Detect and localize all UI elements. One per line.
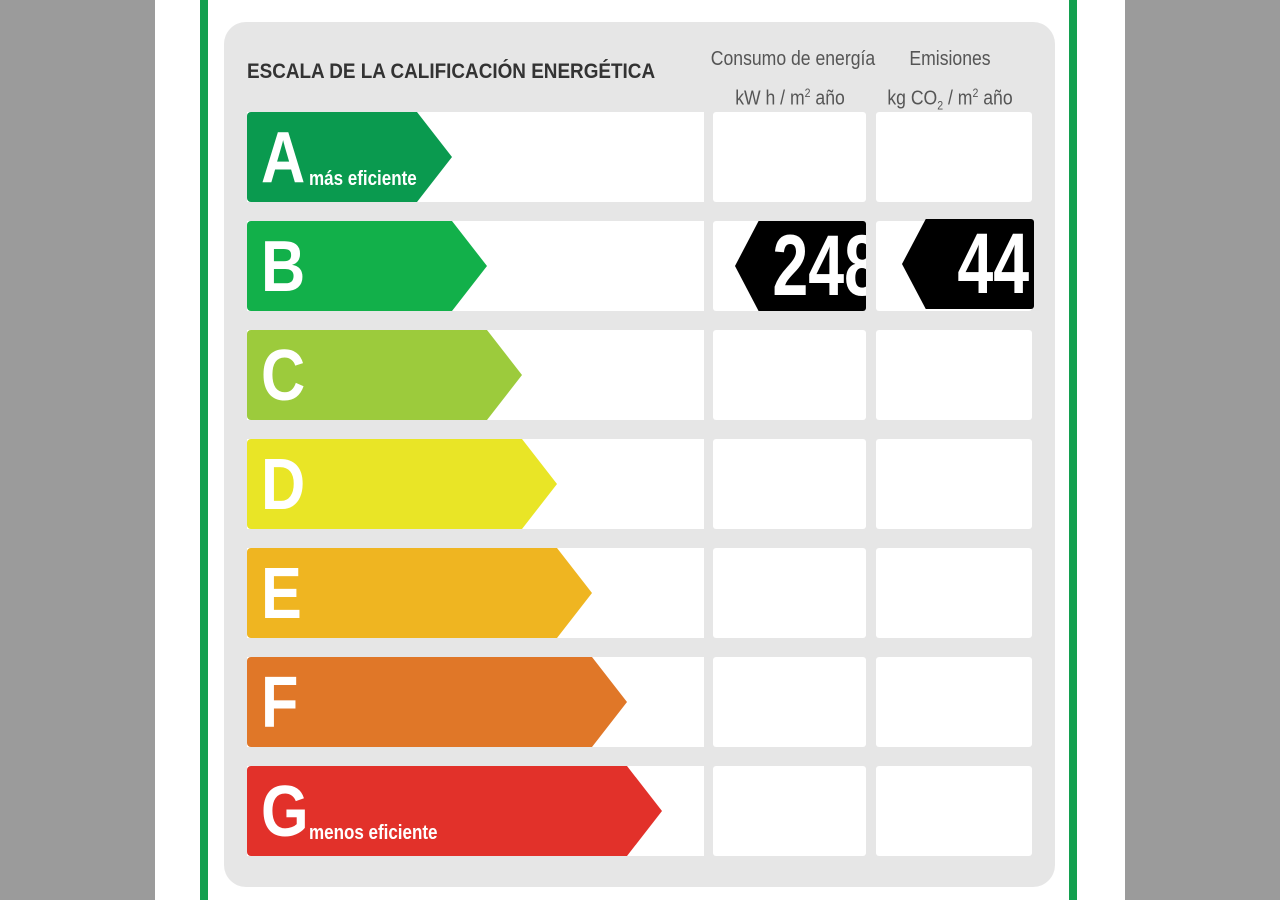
green-border-left <box>200 0 208 900</box>
rating-arrow: A más eficiente <box>247 112 452 202</box>
rating-arrow: B <box>247 221 487 311</box>
rating-letter: C <box>261 336 306 416</box>
energy-cell <box>713 439 866 529</box>
rating-arrow: C <box>247 330 522 420</box>
rating-arrow: E <box>247 548 592 638</box>
rating-letter: G <box>261 772 309 852</box>
energy-value-badge: 248 <box>735 221 866 311</box>
rating-letter: F <box>261 663 299 743</box>
emissions-cell <box>876 657 1032 747</box>
rating-letter: D <box>261 445 306 525</box>
rating-letter: A <box>261 118 306 198</box>
energy-cell <box>713 112 866 202</box>
emissions-header-label: Emisiones <box>909 48 991 70</box>
rating-arrow: G menos eficiente <box>247 766 662 856</box>
scale-title: ESCALA DE LA CALIFICACIÓN ENERGÉTICA <box>247 60 656 83</box>
energy-cell <box>713 657 866 747</box>
rating-arrow: D <box>247 439 557 529</box>
rating-arrow: F <box>247 657 627 747</box>
emissions-value-badge: 44 <box>902 219 1034 309</box>
emissions-cell <box>876 330 1032 420</box>
rating-caption: más eficiente <box>309 168 417 190</box>
emissions-column-header: Emisiones kg CO2 / m2 año <box>873 42 1028 123</box>
energy-cell <box>713 330 866 420</box>
energy-column-header: Consumo de energía kW h / m2 año <box>710 42 876 116</box>
emissions-cell <box>876 112 1032 202</box>
energy-unit: kW h / m2 año <box>735 86 845 110</box>
emissions-cell <box>876 548 1032 638</box>
emissions-cell <box>876 766 1032 856</box>
emissions-cell <box>876 439 1032 529</box>
energy-cell <box>713 766 866 856</box>
rating-letter: E <box>261 554 302 634</box>
energy-cell <box>713 548 866 638</box>
emissions-unit: kg CO2 / m2 año <box>887 86 1013 113</box>
green-border-right <box>1069 0 1077 900</box>
rating-letter: B <box>261 227 306 307</box>
rating-caption: menos eficiente <box>309 822 438 844</box>
energy-header-label: Consumo de energía <box>710 48 876 70</box>
